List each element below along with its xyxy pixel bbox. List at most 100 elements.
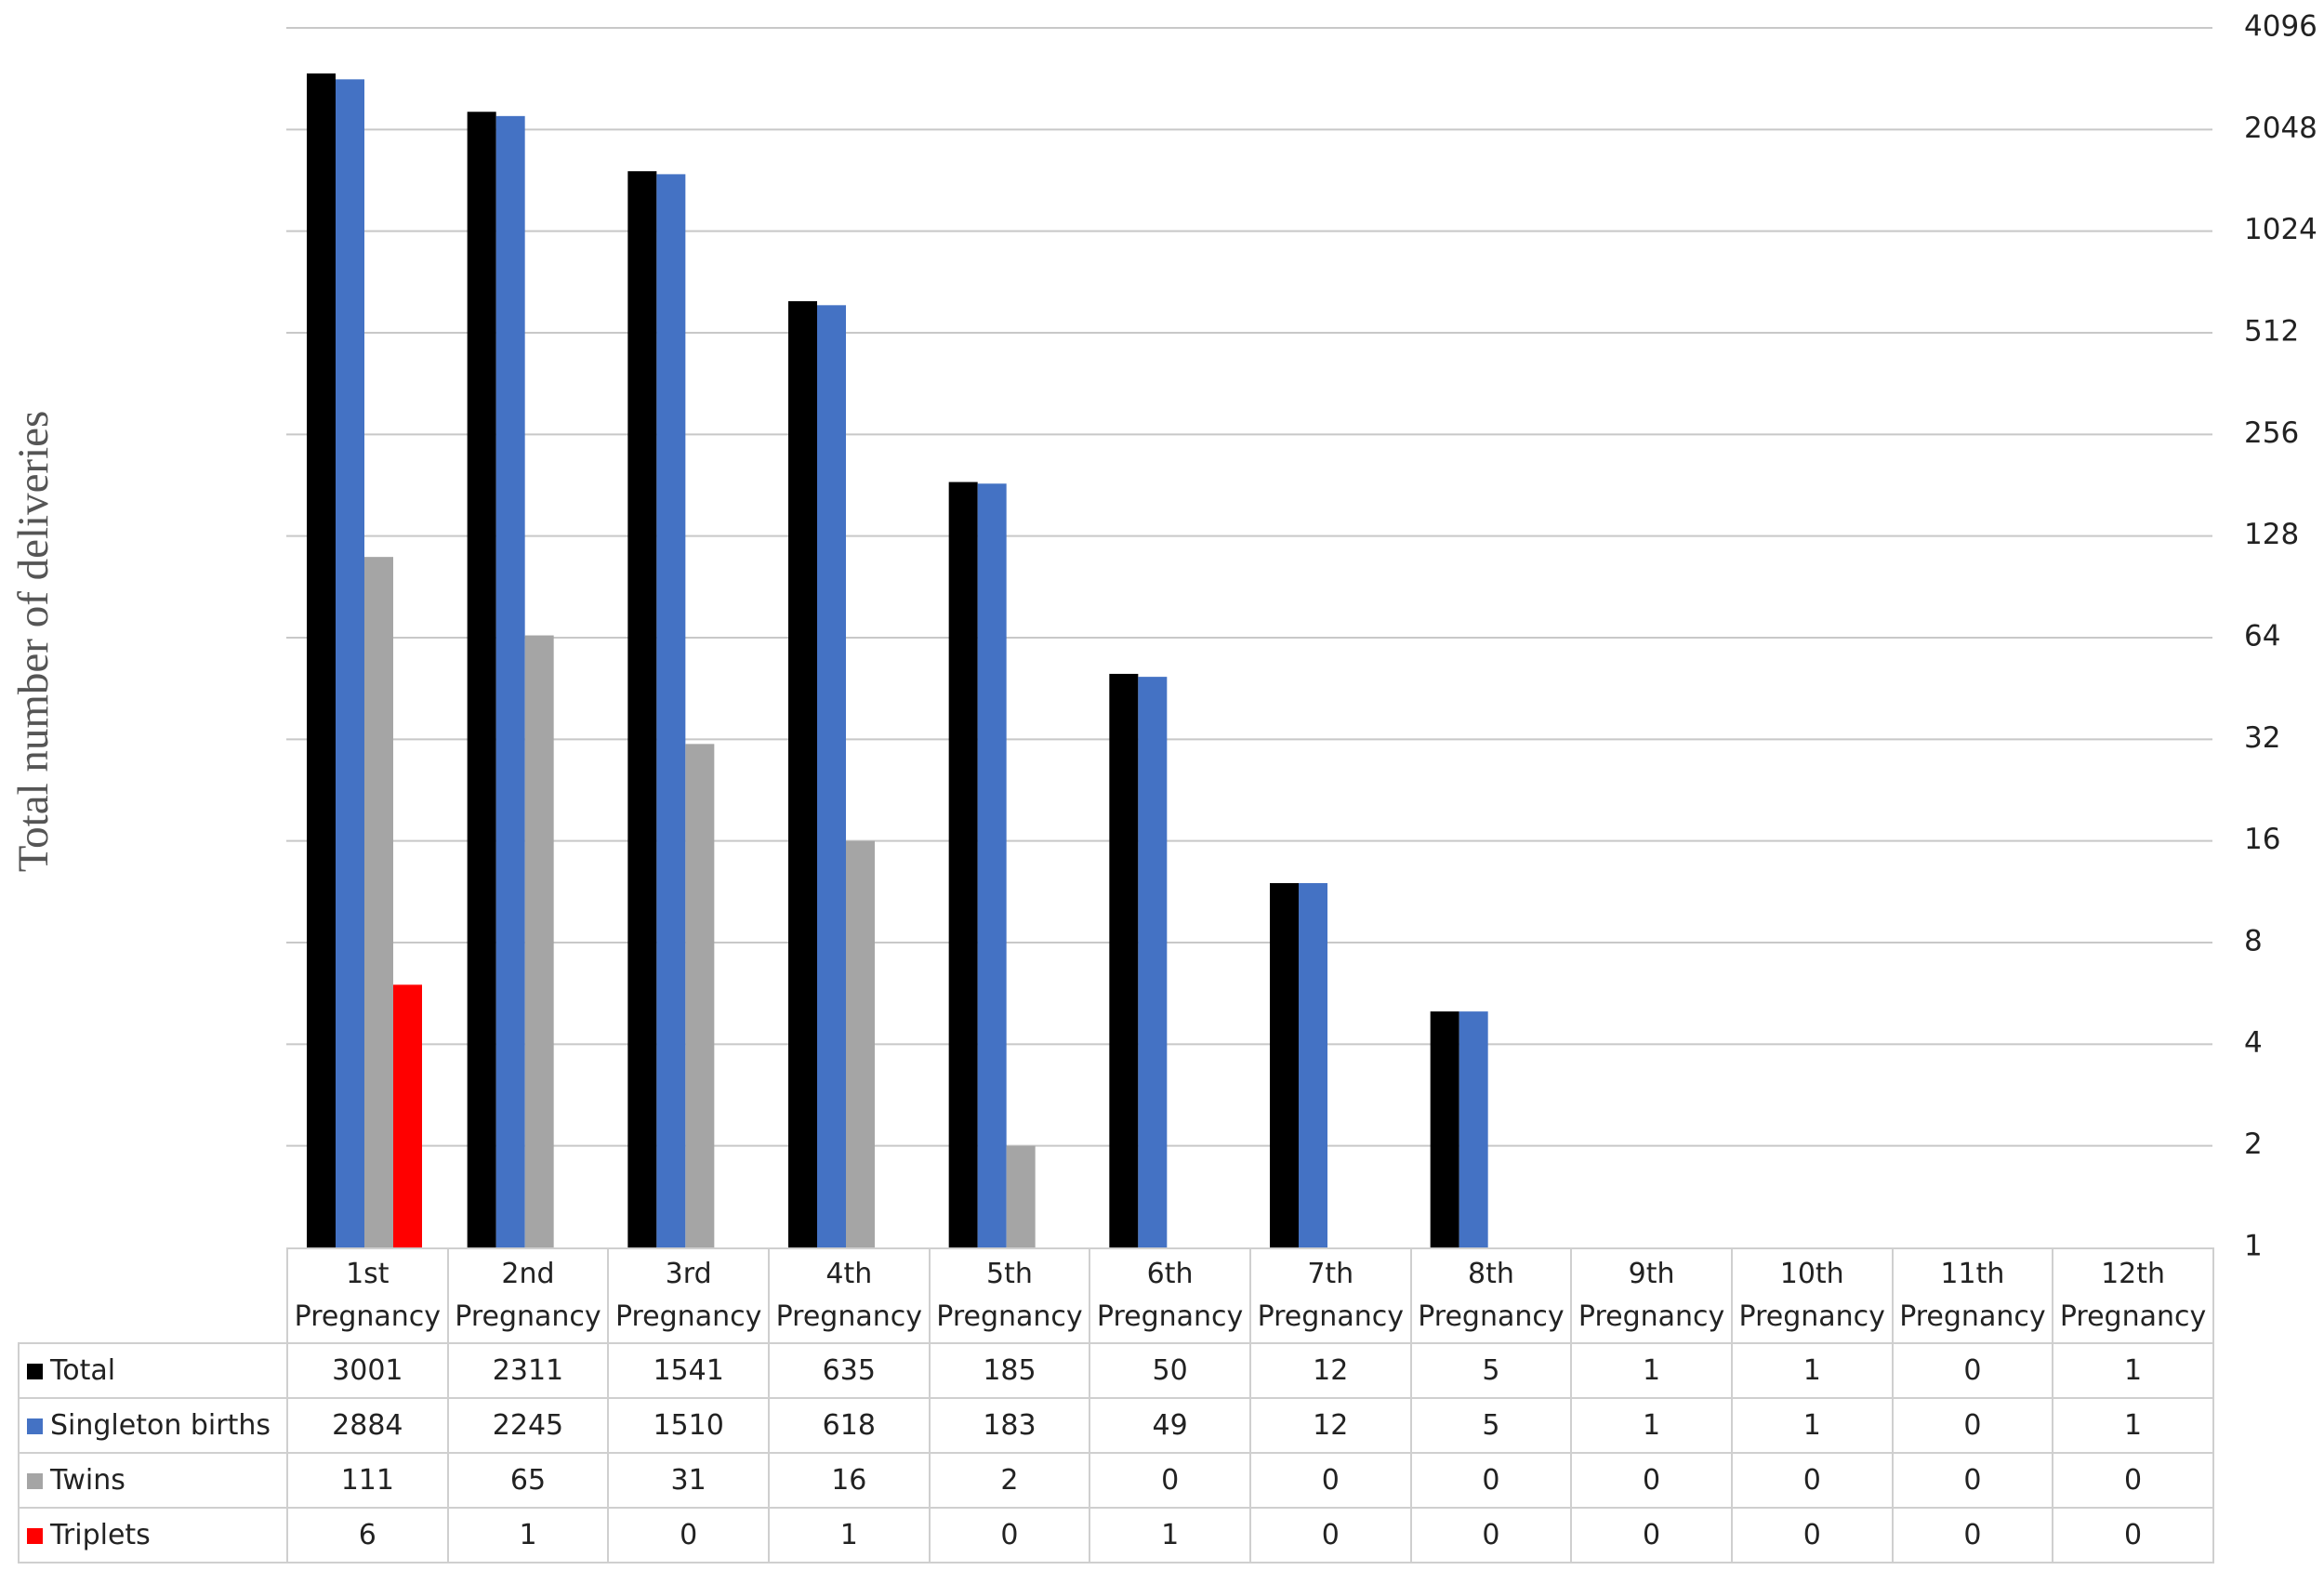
value-cell: 0 [2052, 1507, 2214, 1563]
value-cell: 0 [928, 1507, 1091, 1563]
y-axis-title: Total number of deliveries [9, 411, 58, 873]
category-label: 12th Pregnancy [2052, 1247, 2214, 1344]
y-tick-label: 32 [2244, 721, 2280, 755]
bar [656, 174, 686, 1248]
value-cell: 2245 [446, 1397, 610, 1454]
value-cell: 0 [1730, 1507, 1894, 1563]
bar [393, 984, 422, 1247]
bar [627, 171, 657, 1248]
legend-key [27, 1364, 43, 1379]
category-label: 10th Pregnancy [1730, 1247, 1894, 1344]
value-cell: 12 [1248, 1342, 1412, 1399]
y-tick-label: 2 [2244, 1128, 2263, 1161]
legend-key [27, 1418, 43, 1434]
category-label: 3rd Pregnancy [607, 1247, 770, 1344]
value-cell: 2884 [286, 1397, 449, 1454]
value-cell: 3001 [286, 1342, 449, 1399]
value-cell: 1510 [607, 1397, 770, 1454]
legend-label: Twins [50, 1464, 125, 1497]
y-tick-label: 4096 [2244, 10, 2317, 44]
value-cell: 0 [1409, 1507, 1573, 1563]
bar [1138, 677, 1168, 1247]
value-cell: 1 [1570, 1342, 1733, 1399]
value-cell: 0 [2052, 1452, 2214, 1509]
value-cell: 5 [1409, 1342, 1573, 1399]
bar [846, 840, 875, 1247]
corner-cell [19, 1248, 288, 1344]
bar [1299, 883, 1327, 1247]
bar [1430, 1011, 1459, 1247]
value-cell: 0 [1248, 1507, 1412, 1563]
bar [1459, 1011, 1488, 1247]
y-tick-label: 256 [2244, 416, 2299, 450]
value-cell: 65 [446, 1452, 610, 1509]
value-cell: 0 [1089, 1452, 1251, 1509]
y-tick-label: 2048 [2244, 112, 2317, 145]
value-cell: 2311 [446, 1342, 610, 1399]
bar [307, 73, 336, 1247]
bar [817, 305, 846, 1247]
legend-key [27, 1528, 43, 1544]
series-row: Singleton births 2884 2245 1510 618 183 49 12 5 1… [18, 1397, 2214, 1454]
value-cell: 1 [2052, 1397, 2214, 1454]
legend-key [27, 1473, 43, 1489]
y-tick-label: 128 [2244, 518, 2299, 551]
value-cell: 50 [1089, 1342, 1251, 1399]
category-label: 11th Pregnancy [1891, 1247, 2054, 1344]
bar [364, 557, 393, 1247]
value-cell: 49 [1089, 1397, 1251, 1454]
value-cell: 5 [1409, 1397, 1573, 1454]
value-cell: 0 [1891, 1507, 2054, 1563]
category-label: 8th Pregnancy [1409, 1247, 1573, 1344]
value-cell: 1 [1089, 1507, 1251, 1563]
y-tick-label: 1 [2244, 1230, 2263, 1263]
legend-entry: Singleton births [18, 1397, 288, 1454]
bar [524, 635, 554, 1247]
value-cell: 6 [286, 1507, 449, 1563]
value-cell: 111 [286, 1452, 449, 1509]
bar [1270, 883, 1299, 1247]
value-cell: 635 [767, 1342, 931, 1399]
y-tick-label: 16 [2244, 823, 2280, 856]
y-tick-label: 8 [2244, 925, 2263, 958]
value-cell: 0 [1570, 1507, 1733, 1563]
value-cell: 183 [928, 1397, 1091, 1454]
value-cell: 1 [1730, 1342, 1894, 1399]
bar [336, 79, 364, 1247]
value-cell: 0 [1409, 1452, 1573, 1509]
value-cell: 0 [1891, 1452, 2054, 1509]
value-cell: 1 [1730, 1397, 1894, 1454]
legend-label: Total [50, 1354, 116, 1387]
legend-label: Singleton births [50, 1409, 271, 1442]
y-tick-label: 64 [2244, 620, 2280, 653]
value-cell: 16 [767, 1452, 931, 1509]
value-cell: 1 [2052, 1342, 2214, 1399]
value-cell: 1 [446, 1507, 610, 1563]
legend-entry: Twins [18, 1452, 288, 1509]
category-label: 2nd Pregnancy [446, 1247, 610, 1344]
bar [977, 483, 1007, 1247]
bar [788, 301, 817, 1247]
series-row: Triplets 6 1 0 1 0 1 0 0 0 0 0 0 [18, 1507, 2214, 1563]
y-tick-label: 4 [2244, 1026, 2263, 1060]
header-row: 1st Pregnancy 2nd Pregnancy 3rd Pregnancy 4… [19, 1247, 2214, 1344]
bar [1006, 1145, 1036, 1247]
bar [685, 744, 715, 1247]
value-cell: 0 [1891, 1342, 2054, 1399]
value-cell: 1 [767, 1507, 931, 1563]
value-cell: 2 [928, 1452, 1091, 1509]
bar [948, 482, 978, 1247]
value-cell: 0 [1730, 1452, 1894, 1509]
value-cell: 0 [1248, 1452, 1412, 1509]
category-label: 6th Pregnancy [1089, 1247, 1251, 1344]
category-label: 7th Pregnancy [1248, 1247, 1412, 1344]
bar [495, 115, 525, 1248]
category-label: 1st Pregnancy [286, 1247, 449, 1344]
value-cell: 618 [767, 1397, 931, 1454]
value-cell: 0 [607, 1507, 770, 1563]
value-cell: 1 [1570, 1397, 1733, 1454]
value-cell: 1541 [607, 1342, 770, 1399]
bar [467, 112, 496, 1247]
